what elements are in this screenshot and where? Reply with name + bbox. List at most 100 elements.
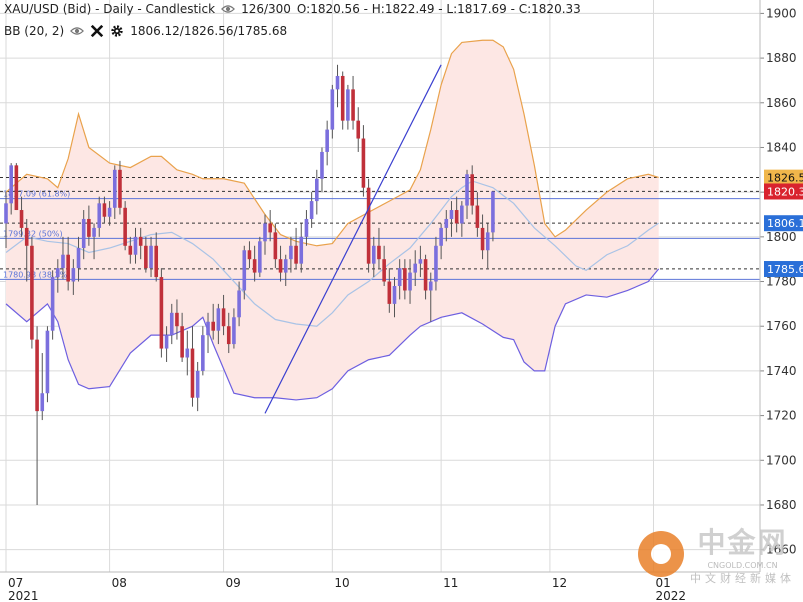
candle-up[interactable]	[50, 277, 55, 331]
candle-up[interactable]	[76, 248, 81, 269]
candle-up[interactable]	[335, 75, 340, 90]
candle-down[interactable]	[475, 205, 480, 228]
candle-up[interactable]	[444, 218, 449, 228]
candle-up[interactable]	[133, 236, 138, 255]
candle-down[interactable]	[454, 210, 459, 224]
candle-up[interactable]	[320, 151, 324, 179]
candle-down[interactable]	[268, 223, 272, 233]
candle-up[interactable]	[283, 259, 288, 273]
candle-up[interactable]	[169, 312, 174, 336]
candle-up[interactable]	[418, 259, 423, 264]
candle-up[interactable]	[206, 321, 210, 336]
candle-down[interactable]	[356, 120, 361, 139]
candle-up[interactable]	[392, 286, 397, 304]
candle-down[interactable]	[340, 75, 345, 121]
candle-up[interactable]	[408, 272, 412, 291]
candle-down[interactable]	[123, 207, 127, 246]
candle-up[interactable]	[71, 268, 76, 282]
candle-up[interactable]	[242, 250, 247, 291]
candle-up[interactable]	[4, 203, 8, 224]
candle-up[interactable]	[346, 89, 350, 121]
candle-up[interactable]	[61, 254, 65, 269]
candle-up[interactable]	[97, 203, 102, 228]
candle-up[interactable]	[195, 370, 200, 398]
candle-up[interactable]	[299, 236, 304, 264]
candle-down[interactable]	[138, 236, 143, 246]
candle-up[interactable]	[216, 308, 221, 331]
candle-up[interactable]	[9, 165, 13, 204]
candle-up[interactable]	[232, 317, 236, 345]
candle-up[interactable]	[45, 330, 50, 394]
candle-down[interactable]	[470, 174, 474, 206]
eye-icon[interactable]	[221, 2, 236, 16]
candle-up[interactable]	[149, 245, 153, 269]
candle-up[interactable]	[449, 210, 454, 219]
candle-up[interactable]	[185, 348, 190, 358]
candle-down[interactable]	[102, 203, 107, 217]
candle-up[interactable]	[258, 241, 262, 273]
candle-up[interactable]	[325, 129, 329, 152]
candle-up[interactable]	[237, 290, 241, 318]
candle-down[interactable]	[128, 245, 133, 255]
candle-down[interactable]	[180, 326, 184, 358]
candle-up[interactable]	[460, 205, 464, 224]
candle-down[interactable]	[221, 308, 226, 327]
candle-down[interactable]	[278, 259, 283, 273]
candle-down[interactable]	[19, 210, 24, 228]
candle-up[interactable]	[81, 218, 86, 249]
candle-up[interactable]	[413, 263, 418, 273]
candle-up[interactable]	[397, 268, 402, 286]
candle-down[interactable]	[66, 254, 70, 282]
candle-down[interactable]	[175, 312, 179, 327]
candle-down[interactable]	[24, 227, 29, 246]
candle-down[interactable]	[118, 169, 122, 208]
candle-up[interactable]	[330, 89, 335, 130]
candle-down[interactable]	[382, 259, 386, 282]
candle-up[interactable]	[164, 335, 169, 349]
trend-line[interactable]	[264, 64, 442, 414]
candle-up[interactable]	[112, 169, 117, 208]
candle-up[interactable]	[491, 191, 495, 233]
candle-down[interactable]	[294, 245, 298, 264]
candle-up[interactable]	[428, 281, 433, 291]
candle-down[interactable]	[377, 245, 381, 260]
candle-up[interactable]	[371, 245, 376, 264]
candle-down[interactable]	[35, 339, 39, 412]
candle-down[interactable]	[366, 187, 371, 264]
candle-down[interactable]	[190, 348, 195, 398]
candle-up[interactable]	[201, 335, 205, 371]
candle-down[interactable]	[14, 165, 19, 211]
candle-up[interactable]	[304, 218, 309, 237]
candle-down[interactable]	[159, 277, 164, 349]
candle-down[interactable]	[226, 326, 231, 345]
eye-icon[interactable]	[70, 24, 85, 38]
candle-up[interactable]	[434, 245, 438, 282]
candle-down[interactable]	[403, 268, 407, 291]
candle-up[interactable]	[263, 223, 267, 242]
gear-icon[interactable]	[110, 24, 124, 38]
candle-down[interactable]	[144, 245, 148, 269]
candle-down[interactable]	[361, 138, 366, 188]
candle-down[interactable]	[154, 245, 159, 278]
close-icon[interactable]	[90, 24, 104, 38]
candle-down[interactable]	[247, 250, 252, 260]
candle-down[interactable]	[273, 232, 278, 260]
candle-down[interactable]	[387, 281, 392, 304]
candle-down[interactable]	[351, 89, 355, 121]
candle-up[interactable]	[315, 178, 319, 202]
candle-down[interactable]	[423, 259, 428, 291]
candle-up[interactable]	[107, 207, 112, 217]
candle-up[interactable]	[56, 268, 60, 278]
candle-up[interactable]	[485, 232, 490, 251]
candle-up[interactable]	[465, 174, 469, 206]
candle-up[interactable]	[92, 227, 96, 237]
candle-down[interactable]	[211, 321, 215, 331]
candle-down[interactable]	[87, 218, 91, 237]
candle-up[interactable]	[40, 393, 45, 412]
candle-up[interactable]	[289, 245, 293, 260]
candle-up[interactable]	[439, 227, 443, 246]
candle-down[interactable]	[480, 227, 485, 251]
candle-down[interactable]	[252, 259, 257, 273]
candle-up[interactable]	[309, 201, 314, 219]
